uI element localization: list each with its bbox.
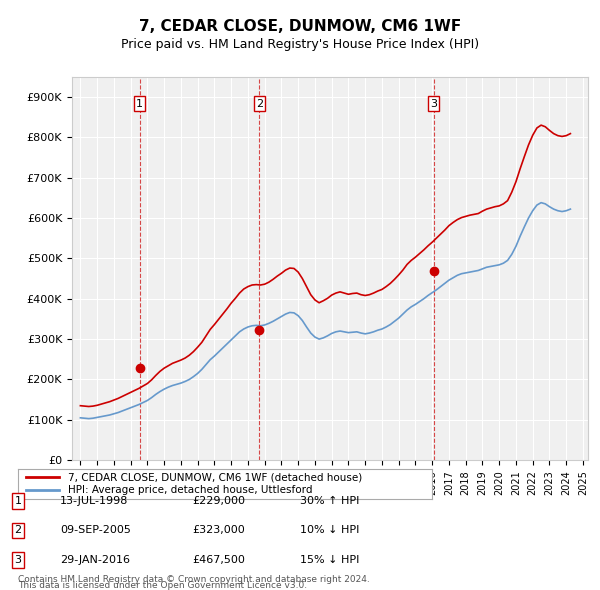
Text: 1: 1 — [136, 99, 143, 109]
Text: 3: 3 — [14, 555, 22, 565]
Text: 2: 2 — [14, 526, 22, 535]
Text: 09-SEP-2005: 09-SEP-2005 — [60, 526, 131, 535]
Text: 13-JUL-1998: 13-JUL-1998 — [60, 496, 128, 506]
Text: 30% ↑ HPI: 30% ↑ HPI — [300, 496, 359, 506]
Text: This data is licensed under the Open Government Licence v3.0.: This data is licensed under the Open Gov… — [18, 581, 307, 590]
Text: HPI: Average price, detached house, Uttlesford: HPI: Average price, detached house, Uttl… — [68, 486, 312, 495]
Text: Price paid vs. HM Land Registry's House Price Index (HPI): Price paid vs. HM Land Registry's House … — [121, 38, 479, 51]
Text: £229,000: £229,000 — [192, 496, 245, 506]
Text: Contains HM Land Registry data © Crown copyright and database right 2024.: Contains HM Land Registry data © Crown c… — [18, 575, 370, 584]
Text: 10% ↓ HPI: 10% ↓ HPI — [300, 526, 359, 535]
Text: £467,500: £467,500 — [192, 555, 245, 565]
Text: 29-JAN-2016: 29-JAN-2016 — [60, 555, 130, 565]
Text: 7, CEDAR CLOSE, DUNMOW, CM6 1WF: 7, CEDAR CLOSE, DUNMOW, CM6 1WF — [139, 19, 461, 34]
Text: 15% ↓ HPI: 15% ↓ HPI — [300, 555, 359, 565]
Text: £323,000: £323,000 — [192, 526, 245, 535]
Text: 7, CEDAR CLOSE, DUNMOW, CM6 1WF (detached house): 7, CEDAR CLOSE, DUNMOW, CM6 1WF (detache… — [68, 473, 362, 482]
Text: 1: 1 — [14, 496, 22, 506]
Text: 3: 3 — [430, 99, 437, 109]
Text: 2: 2 — [256, 99, 263, 109]
